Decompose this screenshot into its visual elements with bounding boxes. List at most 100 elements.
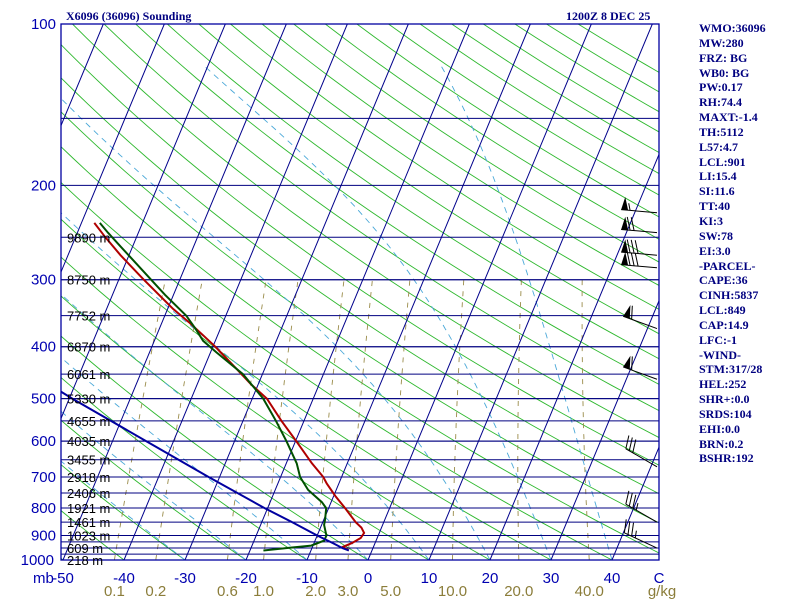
height-label: 4035 m — [67, 434, 110, 449]
pressure-tick-label: 900 — [31, 527, 56, 544]
index-value: TT:40 — [699, 199, 731, 214]
index-value: MW:280 — [699, 35, 744, 50]
index-value: WMO:36096 — [699, 21, 766, 35]
wind-barb — [625, 490, 658, 523]
isotherm-line — [428, 24, 653, 560]
height-label: 7752 m — [67, 309, 110, 324]
height-label: 1023 m — [67, 528, 110, 543]
temperature-tick-label: -50 — [52, 570, 74, 587]
dry-adiabat-line — [61, 376, 308, 560]
dry-adiabat-line — [61, 218, 552, 560]
index-value: LCL:849 — [699, 303, 746, 318]
dry-adiabat-line — [103, 24, 659, 412]
temperature-tick-label: 40 — [604, 570, 621, 587]
height-label: 3455 m — [67, 453, 110, 468]
index-value: SI:11.6 — [699, 184, 735, 199]
isotherm-line — [61, 24, 165, 274]
index-value: PW:0.17 — [699, 80, 743, 95]
height-label: 5330 m — [67, 392, 110, 407]
index-value: -WIND- — [699, 347, 741, 362]
temperature-tick-label: -30 — [174, 570, 196, 587]
index-value: RH:74.4 — [699, 95, 742, 110]
dry-adiabat-line — [356, 24, 659, 218]
isotherm-line — [184, 24, 409, 560]
stability-indices-panel: WMO:36096 MW:280 FRZ: BG WB0: BG PW:0.17 RH:7… — [699, 21, 766, 466]
isotherm-line — [61, 24, 104, 127]
index-value: CINH:5837 — [699, 288, 759, 303]
mixing-ratio-tick-label: 0.6 — [217, 583, 238, 600]
mixing-ratio-line — [226, 279, 267, 560]
dry-adiabat-line — [0, 24, 2, 560]
mixing-ratio-tick-label: 2.0 — [305, 583, 326, 600]
isotherm-line — [123, 24, 348, 560]
dry-adiabat-line — [61, 44, 659, 466]
mixing-ratio-tick-label: 5.0 — [380, 583, 401, 600]
index-value: SRDS:104 — [699, 406, 752, 421]
isotherm-line — [306, 24, 531, 560]
temperature-tick-label: 20 — [482, 570, 499, 587]
wind-barb — [625, 435, 658, 468]
index-value: KI:3 — [699, 213, 723, 228]
pressure-tick-label: 1000 — [21, 552, 54, 569]
moist-adiabat-line — [441, 66, 613, 560]
pressure-tick-label: 300 — [31, 272, 56, 289]
mixing-ratio-unit-label: g/kg — [648, 583, 676, 600]
height-label: 2918 m — [67, 470, 110, 485]
height-label: 9890 m — [67, 230, 110, 245]
index-value: SW:78 — [699, 228, 734, 243]
index-value: STM:317/28 — [699, 362, 763, 377]
temperature-tick-label: 10 — [421, 570, 438, 587]
height-label: 609 m — [67, 541, 103, 556]
isotherm-line — [62, 24, 287, 560]
index-value: FRZ: BG — [699, 50, 748, 65]
dry-adiabat-line — [230, 24, 659, 310]
index-value: L57:4.7 — [699, 139, 738, 154]
height-label: 1921 m — [67, 501, 110, 516]
wind-barb — [623, 355, 658, 380]
dry-adiabat-line — [72, 24, 659, 439]
temperature-tick-label: -20 — [235, 570, 257, 587]
mixing-ratio-line — [517, 279, 522, 560]
isotherm-line — [245, 24, 470, 560]
height-label: 2406 m — [67, 486, 110, 501]
pressure-tick-label: 800 — [31, 500, 56, 517]
height-label: 4655 m — [67, 414, 110, 429]
temperature-tick-label: 0 — [364, 570, 372, 587]
dry-adiabat-line — [61, 419, 247, 560]
index-value: CAP:14.9 — [699, 317, 749, 332]
wind-barb — [621, 239, 658, 256]
index-value: LCL:901 — [699, 154, 746, 169]
pressure-tick-label: 200 — [31, 177, 56, 194]
index-value: LFC:-1 — [699, 332, 737, 347]
dry-adiabat-line — [61, 146, 659, 554]
moist-adiabat-line — [204, 66, 552, 560]
moist-adiabat-line — [61, 356, 308, 560]
dry-adiabat-line — [167, 24, 659, 360]
index-value: WB0: BG — [699, 65, 750, 80]
index-value: EHI:0.0 — [699, 421, 741, 436]
dry-adiabat-line — [325, 24, 659, 240]
wind-barb — [623, 519, 658, 549]
index-value: TH:5112 — [699, 124, 744, 139]
dry-adiabat-line — [61, 111, 659, 524]
isotherm-line — [61, 24, 226, 420]
index-value: LI:15.4 — [699, 169, 737, 184]
temperature-tick-label: -10 — [296, 570, 318, 587]
temperature-tick-label: -40 — [113, 570, 135, 587]
pressure-tick-label: 500 — [31, 391, 56, 408]
mixing-ratio-line — [581, 279, 590, 560]
index-value: EI:3.0 — [699, 243, 731, 258]
index-value: SHR+:0.0 — [699, 392, 750, 407]
dry-adiabat-line — [61, 464, 186, 560]
plot-frame — [60, 23, 660, 561]
dry-adiabat-line — [61, 256, 491, 560]
wind-barb — [621, 216, 658, 234]
temperature-unit-label: C — [654, 570, 665, 587]
temperature-profile-line — [93, 222, 366, 552]
wind-barb — [621, 251, 658, 269]
dry-adiabat-line — [261, 24, 659, 286]
mixing-ratio-tick-label: 0.1 — [104, 583, 125, 600]
moist-adiabat-line — [61, 97, 491, 560]
sounding-station-title: X6096 (36096) Sounding — [66, 9, 192, 23]
